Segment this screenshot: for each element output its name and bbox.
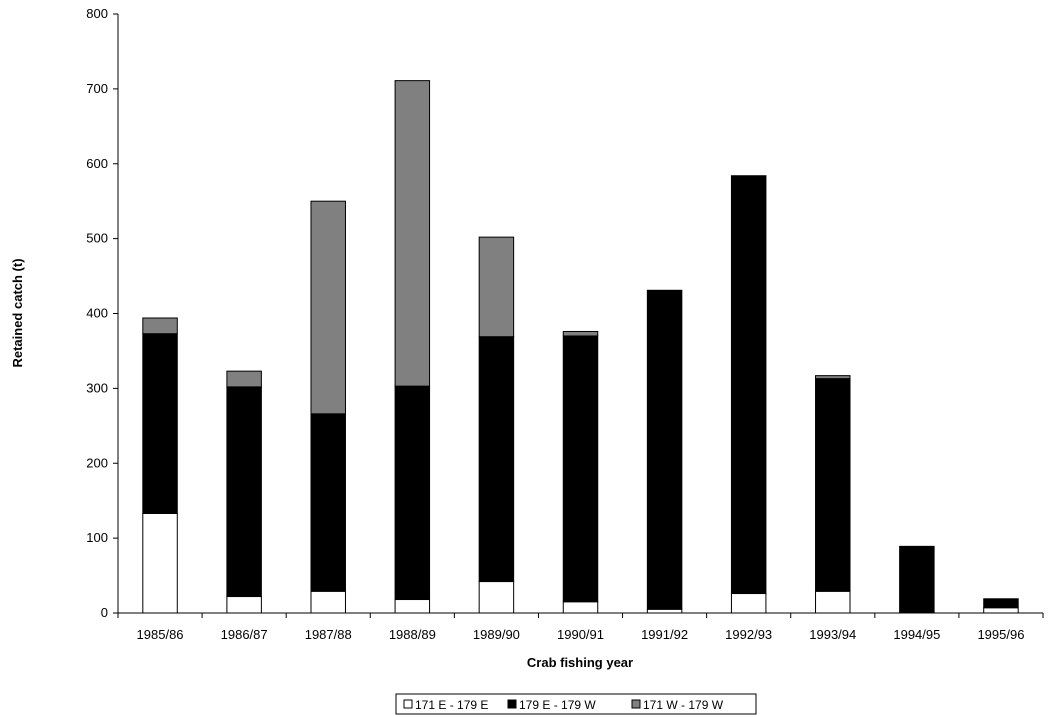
y-tick-label: 500 (86, 231, 108, 246)
bar-segment (226, 386, 262, 598)
bar-segment (394, 385, 431, 601)
x-tick-label: 1986/87 (221, 627, 268, 642)
legend-label: 171 E - 179 E (415, 698, 488, 712)
legend-box (395, 693, 757, 715)
bar-segment (562, 601, 599, 614)
x-tick-label: 1995/96 (977, 627, 1024, 642)
bar-segment (478, 581, 515, 614)
bar-segment (478, 236, 515, 338)
x-tick-label: 1991/92 (641, 627, 688, 642)
bar-segment (983, 607, 1019, 614)
bar-segment (646, 608, 683, 614)
y-tick-label: 100 (86, 530, 108, 545)
bar-segment (562, 330, 599, 337)
x-tick-label: 1994/95 (893, 627, 940, 642)
x-axis: 1985/86 1986/87 1987/88 1988/89 1989/90 1990/… (117, 612, 1044, 642)
bar-segment (562, 335, 599, 603)
y-axis: 0 100 200 300 400 500 600 700 800 (86, 6, 119, 620)
legend-swatch (403, 699, 413, 709)
bar-segment (899, 545, 935, 613)
bar-segment (646, 289, 683, 610)
bar-segment (394, 599, 431, 614)
y-axis-title: Retained catch (t) (10, 258, 25, 367)
legend-swatch (507, 699, 517, 709)
bar-segment (730, 593, 767, 614)
x-tick-label: 1990/91 (557, 627, 604, 642)
y-tick-label: 300 (86, 380, 108, 395)
x-tick-label: 1985/86 (137, 627, 184, 642)
y-tick-label: 700 (86, 81, 108, 96)
bar-segment (815, 590, 851, 614)
bar-segment (226, 370, 262, 388)
bar-segment (310, 413, 346, 592)
bar-segment (142, 333, 178, 514)
x-tick-label: 1992/93 (725, 627, 772, 642)
legend-label: 171 W - 179 W (643, 698, 724, 712)
x-axis-title: Crab fishing year (527, 655, 633, 670)
bar-segment (394, 80, 431, 387)
bar-segment (310, 200, 346, 415)
bar-segment (730, 175, 767, 595)
bar-segment (983, 598, 1019, 609)
x-tick-label: 1987/88 (305, 627, 352, 642)
bar-segment (478, 336, 515, 583)
bar-segment (142, 512, 178, 614)
bar-segment (815, 378, 851, 592)
y-tick-label: 800 (86, 6, 108, 21)
x-tick-label: 1993/94 (809, 627, 856, 642)
bar-segment (142, 317, 178, 335)
x-tick-label: 1988/89 (389, 627, 436, 642)
legend: 171 E - 179 E 179 E - 179 W 171 W - 179 W (395, 693, 757, 715)
legend-label: 179 E - 179 W (519, 698, 596, 712)
bar-segment (226, 596, 262, 614)
bars (142, 80, 1019, 614)
bar-segment (310, 590, 346, 614)
bar-segment (815, 375, 851, 380)
x-tick-label: 1989/90 (473, 627, 520, 642)
y-tick-label: 600 (86, 156, 108, 171)
y-tick-label: 400 (86, 306, 108, 321)
y-tick-label: 0 (101, 605, 108, 620)
legend-swatch (631, 699, 641, 709)
y-tick-label: 200 (86, 455, 108, 470)
